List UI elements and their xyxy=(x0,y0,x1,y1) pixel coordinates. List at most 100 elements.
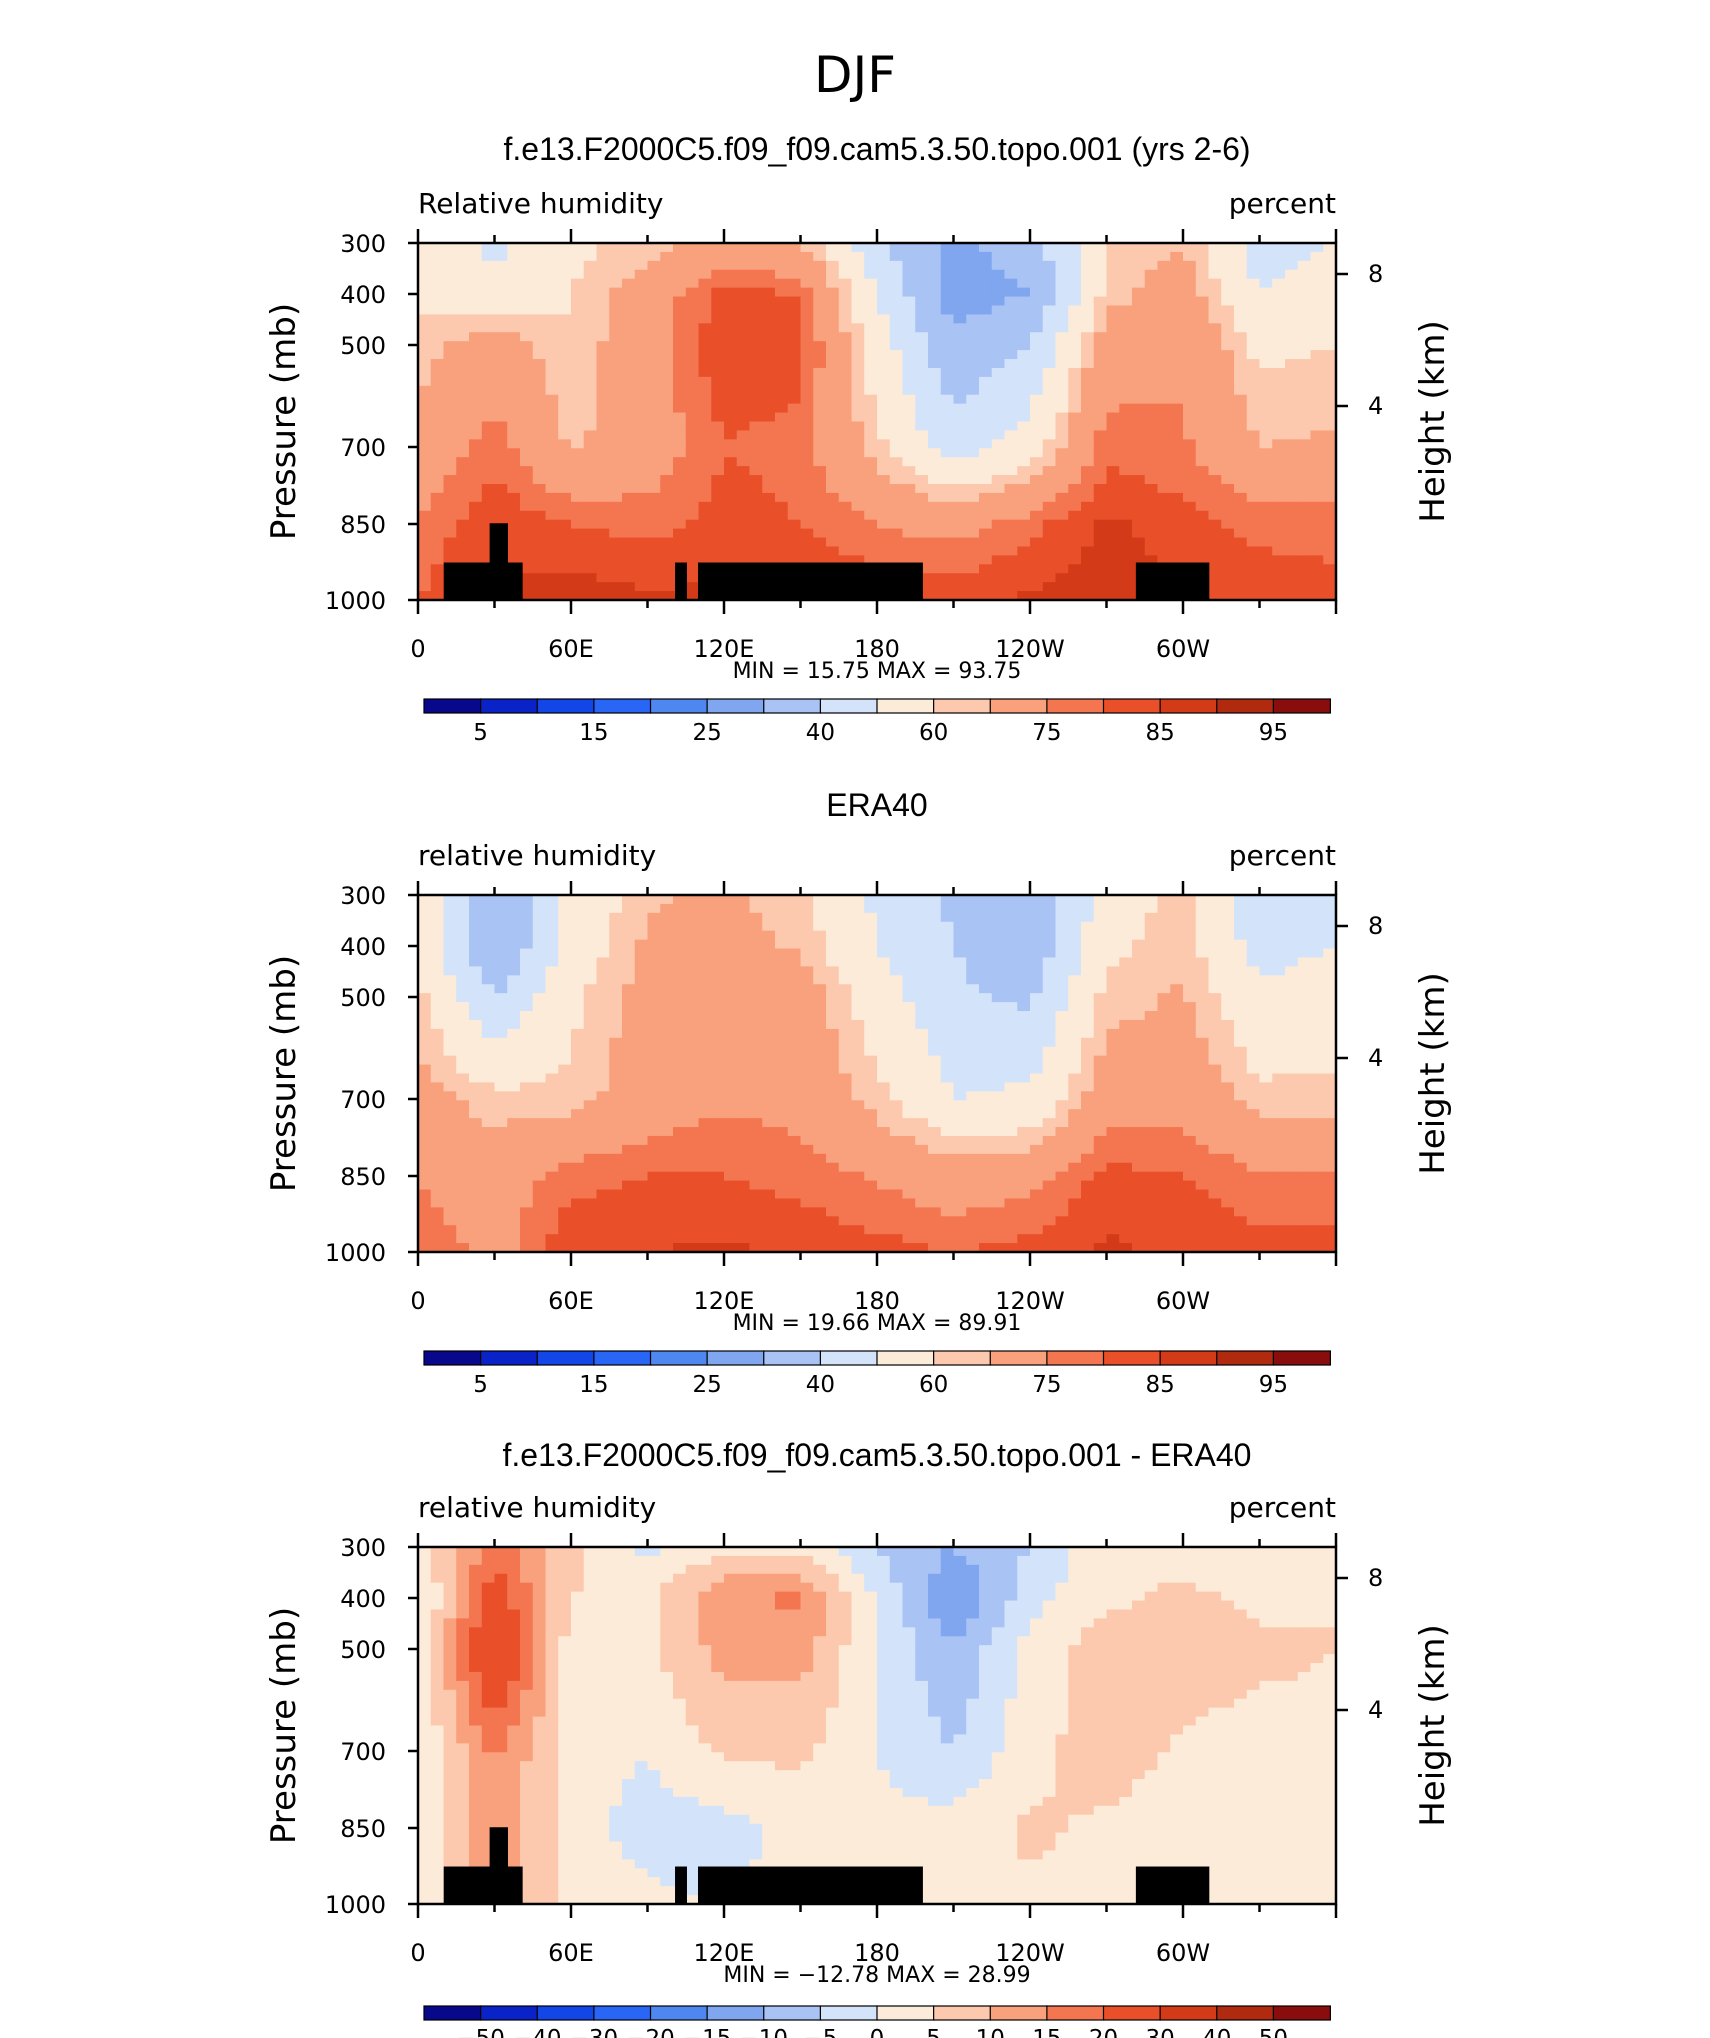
heatmap-cell xyxy=(634,403,649,414)
heatmap-cell xyxy=(877,385,891,396)
heatmap-cell xyxy=(1297,483,1312,494)
heatmap-cell xyxy=(1004,341,1018,351)
heatmap-cell xyxy=(979,1207,993,1217)
heatmap-cell xyxy=(749,921,763,932)
heatmap-cell xyxy=(558,1189,572,1200)
heatmap-cell xyxy=(1030,314,1044,324)
heatmap-cell xyxy=(889,1216,904,1226)
heatmap-cell xyxy=(1030,332,1044,342)
heatmap-cell xyxy=(979,1046,993,1057)
heatmap-cell xyxy=(889,975,904,985)
heatmap-cell xyxy=(1068,314,1082,324)
heatmap-cell xyxy=(647,1207,661,1217)
heatmap-cell xyxy=(660,448,674,458)
heatmap-cell xyxy=(979,323,993,333)
heatmap-cell xyxy=(889,1037,904,1048)
heatmap-cell xyxy=(430,975,445,985)
heatmap-cell xyxy=(685,1162,700,1173)
heatmap-cell xyxy=(596,466,610,476)
heatmap-cell xyxy=(583,1082,598,1092)
heatmap-cell xyxy=(545,564,559,574)
heatmap-cell xyxy=(443,376,457,387)
heatmap-cell xyxy=(889,510,904,521)
heatmap-cell xyxy=(787,993,802,1003)
heatmap-cell xyxy=(800,975,814,985)
heatmap-cell xyxy=(1106,350,1120,360)
heatmap-cell xyxy=(1042,1180,1057,1191)
heatmap-cell xyxy=(545,359,559,369)
heatmap-cell xyxy=(634,278,649,289)
heatmap-cell xyxy=(609,1019,623,1030)
heatmap-cell xyxy=(1132,350,1146,360)
heatmap-cell xyxy=(1030,305,1044,316)
heatmap-cell xyxy=(991,912,1006,923)
heatmap-cell xyxy=(494,305,508,316)
heatmap-cell xyxy=(418,1207,432,1217)
heatmap xyxy=(418,243,1337,601)
heatmap-cell xyxy=(711,457,725,467)
heatmap-cell xyxy=(800,305,814,316)
heatmap-cell xyxy=(698,1225,712,1235)
heatmap-cell xyxy=(1208,555,1222,565)
heatmap-cell xyxy=(698,546,712,556)
heatmap-cell xyxy=(1081,332,1095,342)
heatmap-cell xyxy=(698,278,712,289)
heatmap-cell xyxy=(1106,519,1120,530)
heatmap-cell xyxy=(1310,269,1324,280)
heatmap-cell xyxy=(494,1144,508,1155)
heatmap-cell xyxy=(940,1028,955,1039)
heatmap-cell xyxy=(889,939,904,950)
heatmap-cell xyxy=(711,501,725,512)
heatmap-cell xyxy=(494,912,508,923)
heatmap-cell xyxy=(532,948,547,959)
heatmap-cell xyxy=(851,421,865,432)
heatmap-cell xyxy=(418,1002,432,1012)
heatmap-cell xyxy=(953,1162,967,1173)
heatmap-cell xyxy=(966,1216,980,1226)
heatmap-cell xyxy=(558,278,572,289)
heatmap-cell xyxy=(507,448,521,458)
heatmap-cell xyxy=(1285,537,1299,548)
heatmap-cell xyxy=(940,439,955,449)
heatmap-cell xyxy=(583,1234,598,1244)
heatmap-cell xyxy=(430,1091,445,1101)
heatmap-cell xyxy=(685,243,700,253)
heatmap-cell xyxy=(724,1127,738,1137)
heatmap-cell xyxy=(877,350,891,360)
heatmap-cell xyxy=(1106,475,1120,485)
heatmap-cell xyxy=(928,1162,942,1173)
heatmap-cell xyxy=(1004,975,1018,985)
heatmap-cell xyxy=(660,314,674,324)
heatmap-cell xyxy=(520,439,534,449)
heatmap-cell xyxy=(647,564,661,574)
colorbar-swatch xyxy=(1216,698,1275,714)
heatmap-cell xyxy=(685,439,700,449)
heatmap-cell xyxy=(443,921,457,932)
heatmap-cell xyxy=(634,930,649,941)
heatmap-cell xyxy=(1132,466,1146,476)
heatmap-cell xyxy=(889,439,904,449)
heatmap-cell xyxy=(762,314,776,324)
heatmap-cell xyxy=(673,1011,687,1021)
heatmap-cell xyxy=(622,501,636,512)
heatmap-cell xyxy=(418,1100,432,1110)
heatmap-cell xyxy=(1221,332,1235,342)
heatmap-cell xyxy=(622,1037,636,1048)
heatmap-cell xyxy=(940,466,955,476)
heatmap-cell xyxy=(494,243,508,253)
heatmap-cell xyxy=(1132,501,1146,512)
heatmap-cell xyxy=(1042,475,1057,485)
heatmap-cell xyxy=(1004,591,1018,601)
heatmap-cell xyxy=(1119,439,1133,449)
heatmap-cell xyxy=(583,430,598,440)
heatmap-cell xyxy=(838,1028,853,1039)
heatmap-cell xyxy=(1055,1028,1069,1039)
heatmap-cell xyxy=(991,903,1006,914)
heatmap-cell xyxy=(532,975,547,985)
heatmap-cell xyxy=(1030,466,1044,476)
heatmap-cell xyxy=(443,555,457,565)
heatmap-cell xyxy=(979,984,993,994)
heatmap-cell xyxy=(456,1225,470,1235)
heatmap-cell xyxy=(1030,510,1044,521)
heatmap-cell xyxy=(749,332,763,342)
